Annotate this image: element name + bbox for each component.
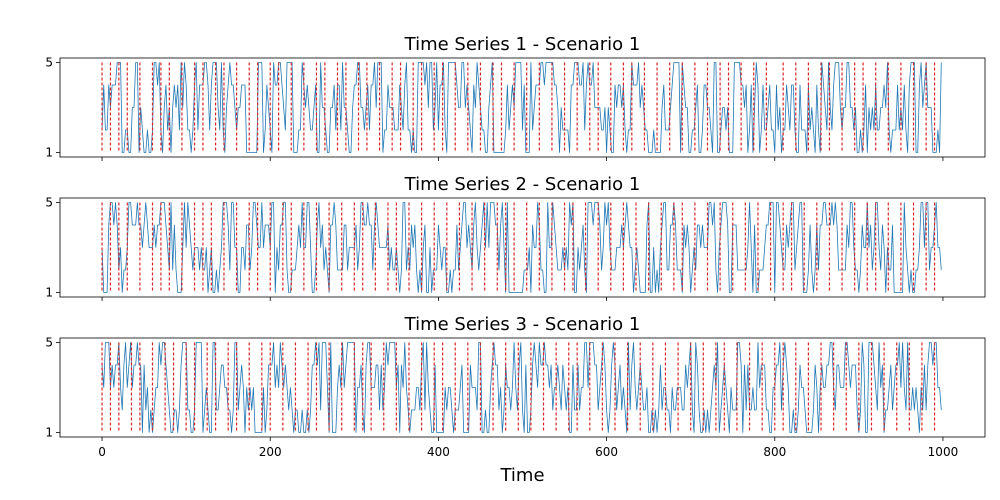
- series-line: [101, 342, 942, 433]
- panel-title: Time Series 3 - Scenario 1: [404, 314, 641, 335]
- x-tick-label: 600: [595, 445, 618, 459]
- axes-frame: [59, 57, 986, 158]
- y-tick-label: 5: [45, 336, 53, 350]
- y-tick-label: 5: [45, 196, 53, 210]
- panel-title: Time Series 1 - Scenario 1: [404, 34, 641, 55]
- panel-3: Time Series 3 - Scenario 1 1 5 0 200 400 600 80…: [45, 314, 986, 486]
- series-line: [101, 202, 942, 293]
- x-axis-label: Time: [499, 465, 544, 486]
- plot-area: [101, 62, 942, 153]
- y-tick-label: 1: [45, 146, 53, 160]
- y-tick-label: 1: [45, 426, 53, 440]
- plot-area: [101, 342, 942, 433]
- x-tick-label: 1000: [928, 445, 959, 459]
- x-tick-label: 800: [763, 445, 786, 459]
- series-line: [101, 62, 942, 153]
- panel-title: Time Series 2 - Scenario 1: [404, 174, 641, 195]
- y-tick-label: 1: [45, 286, 53, 300]
- x-tick-label: 0: [98, 445, 106, 459]
- panel-2: Time Series 2 - Scenario 1 1 5: [45, 174, 986, 301]
- x-tick-label: 200: [259, 445, 282, 459]
- panel-1: Time Series 1 - Scenario 1 1 5: [45, 34, 986, 161]
- plot-area: [101, 202, 942, 293]
- axes-frame: [59, 197, 986, 298]
- x-tick-label: 400: [427, 445, 450, 459]
- axes-frame: [59, 337, 986, 438]
- y-tick-label: 5: [45, 56, 53, 70]
